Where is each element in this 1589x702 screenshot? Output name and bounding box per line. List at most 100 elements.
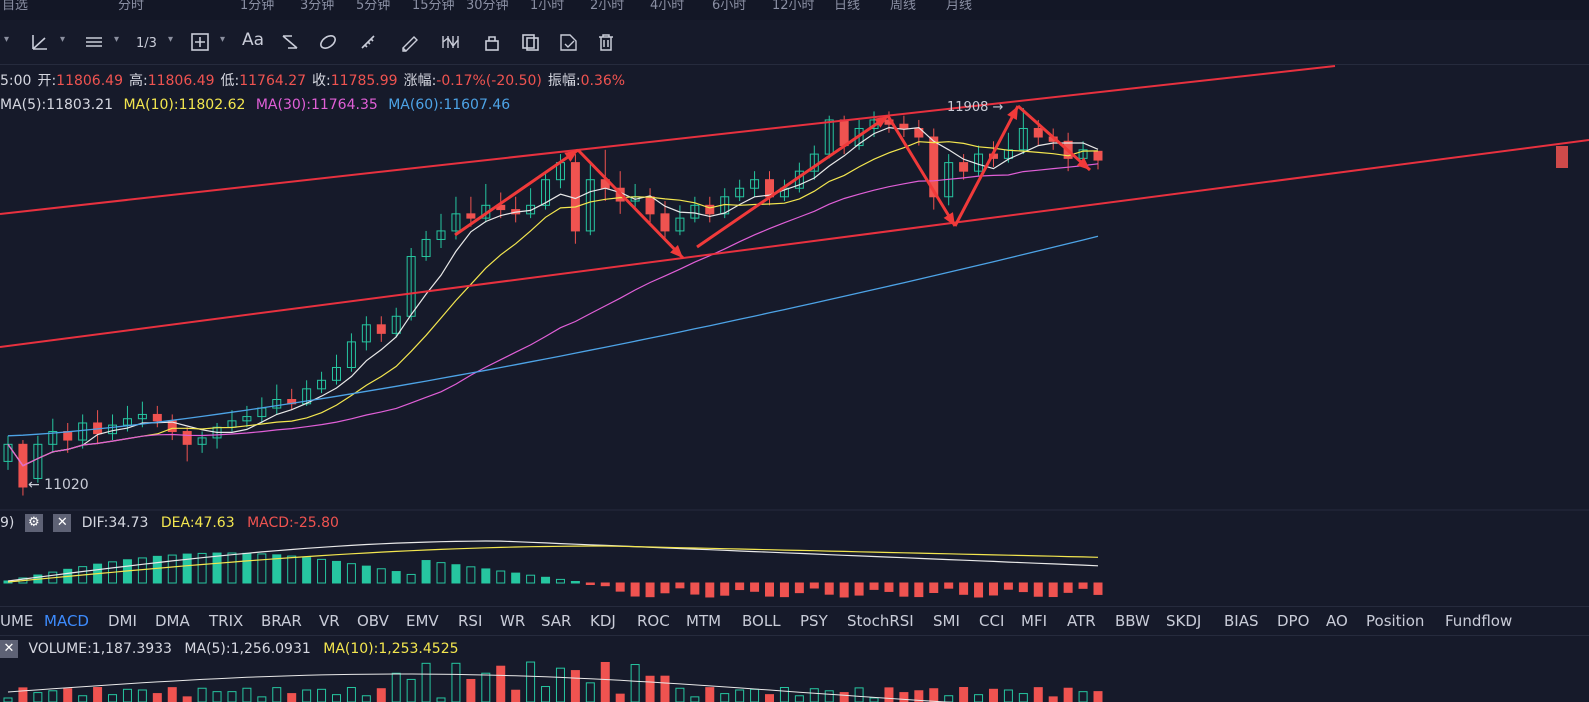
indicator-tab-stochrsi[interactable]: StochRSI — [847, 612, 914, 630]
indicator-tab-skdj[interactable]: SKDJ — [1166, 612, 1202, 630]
candle-body — [765, 179, 775, 198]
pattern-icon[interactable] — [280, 32, 300, 52]
indicator-tab-macd[interactable]: MACD — [44, 612, 89, 630]
indicator-tab-cci[interactable]: CCI — [979, 612, 1005, 630]
macd-bar — [18, 577, 28, 584]
chevron-down-icon[interactable]: ▾ — [220, 34, 226, 45]
indicator-tab-emv[interactable]: EMV — [406, 612, 439, 630]
indicator-tab-sar[interactable]: SAR — [541, 612, 572, 630]
candle-body — [570, 162, 580, 232]
indicator-tab-ume[interactable]: UME — [0, 612, 34, 630]
macd-bar — [212, 552, 222, 584]
period-tab[interactable]: 6小时 — [712, 0, 747, 13]
indicator-tab-atr[interactable]: ATR — [1067, 612, 1096, 630]
indicator-tab-bbw[interactable]: BBW — [1115, 612, 1150, 630]
measure-icon[interactable] — [190, 32, 210, 52]
period-tab[interactable]: 1分钟 — [240, 0, 275, 13]
chevron-down-icon[interactable]: ▾ — [60, 34, 66, 45]
macd-bar — [317, 558, 327, 584]
period-tab[interactable]: 日线 — [834, 0, 861, 13]
chevron-down-icon[interactable]: ▾ — [114, 34, 120, 45]
angle-tool-icon[interactable] — [30, 32, 50, 52]
trash-icon[interactable] — [596, 32, 616, 52]
candle-body — [361, 324, 371, 343]
macd-value: MACD:-25.80 — [247, 515, 339, 531]
period-tab[interactable]: 5分钟 — [356, 0, 391, 13]
ruler-icon[interactable] — [358, 32, 378, 52]
copy-icon[interactable] — [520, 32, 540, 52]
shape-icon[interactable] — [318, 32, 338, 52]
period-tab[interactable]: 30分钟 — [466, 0, 509, 13]
close-icon[interactable]: ✕ — [53, 514, 72, 532]
volume-bar — [929, 688, 939, 702]
macd-bar — [182, 553, 192, 584]
indicator-tab-dma[interactable]: DMA — [155, 612, 190, 630]
period-tab[interactable]: 周线 — [890, 0, 917, 13]
indicator-tab-roc[interactable]: ROC — [637, 612, 670, 630]
ma30-legend: MA(30):11764.35 — [255, 97, 378, 113]
indicator-tab-wr[interactable]: WR — [500, 612, 526, 630]
period-tab[interactable]: 4小时 — [650, 0, 685, 13]
macd-bar — [1063, 582, 1073, 593]
dif-line — [7, 540, 1099, 582]
volume-ma-line — [7, 673, 954, 702]
macd-bar — [690, 582, 700, 595]
period-tab[interactable]: 3分钟 — [300, 0, 335, 13]
low-label: 低: — [220, 73, 240, 89]
volume-bar — [451, 662, 461, 702]
indicator-tab-smi[interactable]: SMI — [933, 612, 960, 630]
indicator-tab-dmi[interactable]: DMI — [108, 612, 137, 630]
volume-bar — [152, 693, 162, 702]
parallel-channel-icon[interactable] — [84, 32, 104, 52]
wave-icon[interactable] — [440, 32, 466, 52]
period-tab[interactable]: 12小时 — [772, 0, 815, 13]
candle-body — [914, 127, 924, 138]
volume-bar — [944, 695, 954, 702]
indicator-tab-rsi[interactable]: RSI — [458, 612, 483, 630]
chevron-down-icon[interactable]: ▾ — [4, 34, 10, 45]
candle-body — [824, 119, 834, 155]
indicator-tab-trix[interactable]: TRIX — [209, 612, 244, 630]
text-tool-icon[interactable]: Aa — [242, 30, 265, 50]
candle-body — [585, 179, 595, 232]
volume-bar — [167, 687, 177, 702]
brush-icon[interactable] — [400, 32, 422, 52]
indicator-tab-mfi[interactable]: MFI — [1021, 612, 1047, 630]
indicator-tab-position[interactable]: Position — [1366, 612, 1425, 630]
period-tab[interactable]: 15分钟 — [412, 0, 455, 13]
indicator-tab-dpo[interactable]: DPO — [1277, 612, 1310, 630]
indicator-tab-kdj[interactable]: KDJ — [590, 612, 616, 630]
macd-bar — [555, 578, 565, 584]
indicator-tab-fundflow[interactable]: Fundflow — [1445, 612, 1513, 630]
lock-icon[interactable] — [482, 32, 502, 52]
indicator-tab-ao[interactable]: AO — [1326, 612, 1348, 630]
period-tab[interactable]: 月线 — [946, 0, 973, 13]
indicator-tab-brar[interactable]: BRAR — [261, 612, 302, 630]
volume-bar — [302, 689, 312, 702]
magnet-icon[interactable] — [558, 32, 580, 52]
period-tab[interactable]: 1小时 — [530, 0, 565, 13]
macd-bar — [944, 582, 954, 589]
indicator-tab-bias[interactable]: BIAS — [1224, 612, 1259, 630]
open-value: 11806.49 — [56, 73, 123, 89]
indicator-tab-boll[interactable]: BOLL — [742, 612, 781, 630]
macd-bar — [839, 582, 849, 598]
macd-bar — [570, 580, 580, 584]
period-tab[interactable]: 自选 — [2, 0, 29, 13]
indicator-tab-obv[interactable]: OBV — [357, 612, 389, 630]
fibonacci-icon[interactable]: 1/3 — [136, 32, 162, 52]
settings-icon[interactable]: ⚙ — [24, 514, 43, 532]
candle-body — [212, 426, 222, 439]
period-tab[interactable]: 分时 — [118, 0, 145, 13]
close-icon[interactable]: ✕ — [0, 640, 18, 658]
candle-body — [137, 413, 147, 420]
indicator-tab-vr[interactable]: VR — [319, 612, 340, 630]
candle-body — [3, 443, 13, 462]
candle-body — [735, 187, 745, 198]
volume-bar — [1033, 687, 1043, 702]
period-tab[interactable]: 2小时 — [590, 0, 625, 13]
indicator-tab-psy[interactable]: PSY — [800, 612, 828, 630]
indicator-tab-mtm[interactable]: MTM — [686, 612, 722, 630]
chevron-down-icon[interactable]: ▾ — [168, 34, 174, 45]
volume-bar — [690, 696, 700, 702]
